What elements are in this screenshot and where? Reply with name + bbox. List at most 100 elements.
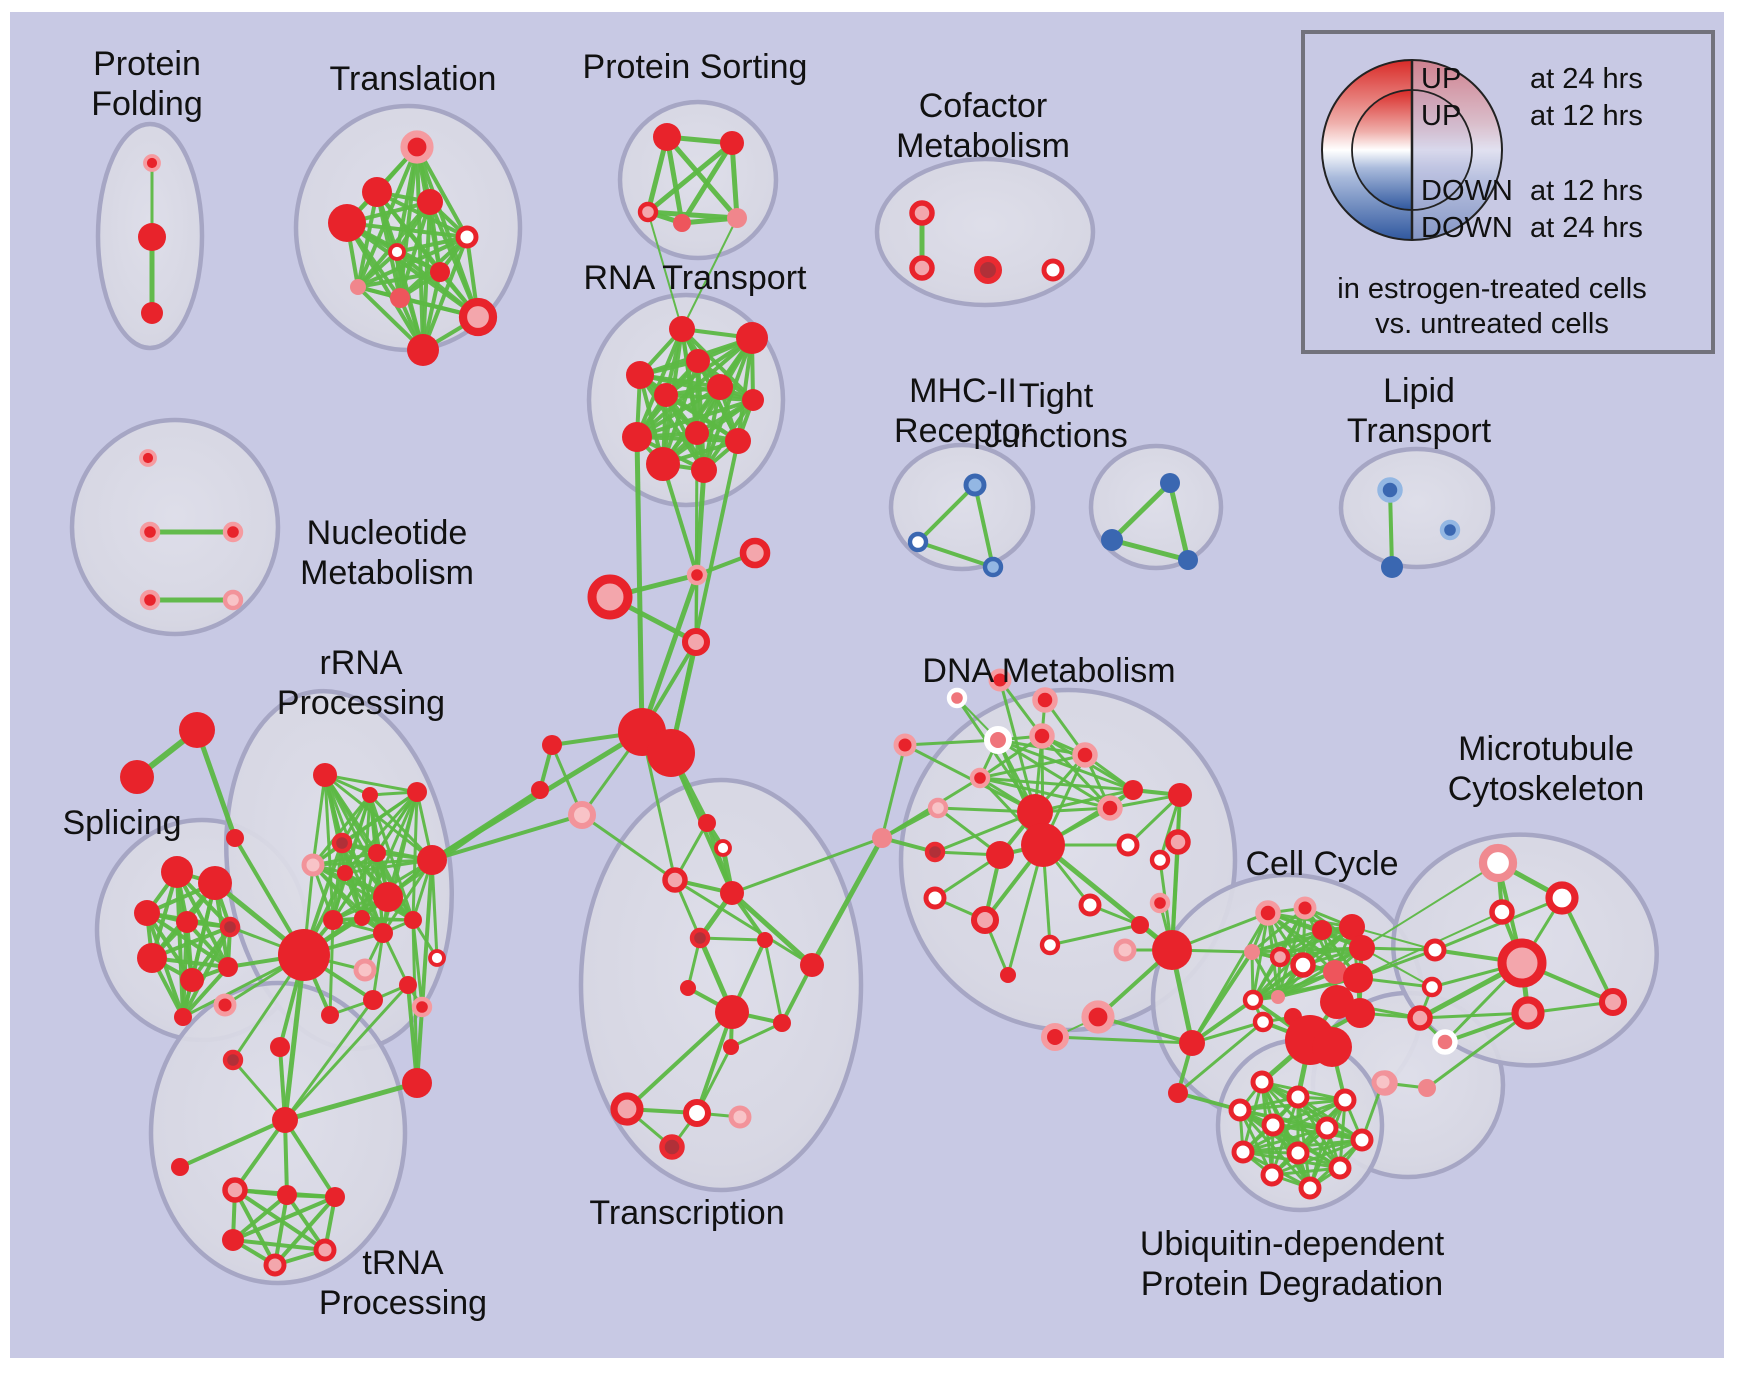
cluster-label-translation: Translation (330, 60, 497, 98)
network-node-d4 (969, 767, 991, 789)
network-node-tr3 (226, 829, 244, 847)
network-edge (283, 1118, 337, 1199)
network-node-d7 (1017, 794, 1053, 830)
network-edge-trna-mesh (232, 1195, 336, 1242)
cluster-ellipse-protein-sorting (617, 99, 779, 261)
network-node-r2 (362, 787, 378, 803)
network-node-x11 (723, 1039, 739, 1055)
network-node-d10 (1097, 795, 1123, 821)
network-edge-translation-mesh (415, 146, 469, 238)
network-node-hub (278, 929, 330, 981)
network-node-u6 (1315, 1116, 1339, 1140)
network-node-rt8 (685, 421, 709, 445)
network-node-cck (1242, 989, 1264, 1011)
network-node-x13 (682, 1098, 712, 1128)
network-edge (1054, 1035, 1193, 1045)
network-node-d14 (924, 841, 946, 863)
cluster-ellipse-tight-junctions (1088, 443, 1224, 571)
network-edge-dna-core-mesh (997, 738, 1134, 792)
network-edge-rrna-mesh (311, 794, 372, 866)
network-node-ccq (1179, 1030, 1205, 1056)
network-node-t6 (388, 243, 406, 261)
network-node-d1 (983, 725, 1013, 755)
network-edge-ubiquitin-mesh (1271, 1138, 1363, 1177)
network-edge (1361, 947, 1433, 988)
network-edge-splicing-mesh (181, 921, 189, 1018)
network-node-cci (1323, 960, 1347, 984)
network-node-t7 (430, 262, 450, 282)
network-node-rt4 (626, 361, 654, 389)
network-edge (763, 939, 784, 1024)
network-edge-trna-mesh (231, 1193, 289, 1242)
network-node-rt6 (654, 383, 678, 407)
network-node-rt10 (725, 428, 751, 454)
network-edge-mhc-mesh (973, 484, 995, 568)
network-edge (998, 679, 1037, 813)
network-edge-cell-cycle-mesh (1277, 946, 1363, 999)
cluster-label-nucleotide-metabolism: Metabolism (300, 554, 474, 592)
network-node-r24 (402, 1068, 432, 1098)
network-node-cm3 (973, 255, 1003, 285)
network-node-nm5 (222, 589, 244, 611)
network-node-s9 (174, 1008, 192, 1026)
network-node-w1 (1423, 938, 1447, 962)
legend-row-time-3: at 24 hrs (1530, 212, 1643, 244)
network-node-tn5 (325, 1187, 345, 1207)
network-edge-translation-mesh (357, 270, 441, 289)
network-edge (699, 936, 766, 942)
network-node-d22 (1000, 967, 1016, 983)
network-node-d16 (923, 886, 947, 910)
network-node-x1 (698, 814, 716, 832)
network-edge-protein-sorting-mesh (646, 141, 734, 214)
legend-box (1301, 30, 1715, 354)
network-edge-trna-mesh (232, 1238, 326, 1252)
network-node-uh1 (1371, 1070, 1395, 1094)
cluster-label-cofactor-metabolism: Metabolism (896, 127, 1070, 165)
network-node-ccg2 (1312, 1027, 1352, 1067)
network-node-r5 (301, 853, 325, 877)
network-node-r20 (213, 993, 237, 1017)
network-edge (1177, 1020, 1264, 1095)
network-edge (731, 836, 883, 895)
network-node-nm2 (139, 521, 161, 543)
network-node-w3 (1407, 1005, 1433, 1031)
network-node-d8 (1021, 823, 1065, 867)
network-node-ps1 (653, 123, 681, 151)
network-node-tn1 (272, 1107, 298, 1133)
legend-row-label-3: DOWN (1421, 212, 1513, 244)
legend-row-label-1: UP (1421, 100, 1461, 132)
network-node-s1 (161, 856, 193, 888)
network-node-x15 (659, 1134, 685, 1160)
network-node-x9 (715, 995, 749, 1029)
network-edge (809, 836, 885, 967)
network-node-x8 (800, 953, 824, 977)
network-node-w2 (1421, 976, 1443, 998)
legend-inner-fade (1412, 90, 1472, 210)
network-node-s2 (198, 866, 232, 900)
network-edge-rrna-mesh (324, 773, 418, 794)
network-node-x7 (680, 980, 696, 996)
network-node-r8 (417, 845, 447, 875)
network-edge (233, 1118, 287, 1192)
network-edge (625, 1010, 734, 1111)
network-node-t3 (328, 204, 366, 242)
network-node-ps2 (720, 131, 744, 155)
network-node-r21 (270, 1037, 290, 1057)
network-node-r16 (399, 976, 417, 994)
network-edge-cell-cycle-mesh (1279, 946, 1363, 959)
network-node-r7 (337, 865, 353, 881)
network-node-r11 (354, 910, 370, 926)
nodes-layer (120, 123, 1628, 1277)
network-node-d12 (1168, 783, 1192, 807)
network-edge (681, 217, 738, 330)
network-node-rt11 (646, 447, 680, 481)
network-node-nm1 (139, 449, 157, 467)
network-node-ps4 (673, 214, 691, 232)
network-edge-rna-transport-mesh (665, 393, 754, 402)
network-node-s8 (218, 957, 238, 977)
cluster-label-rrna-processing: rRNA (319, 644, 402, 682)
network-edge-dna-core-mesh (979, 776, 1134, 792)
